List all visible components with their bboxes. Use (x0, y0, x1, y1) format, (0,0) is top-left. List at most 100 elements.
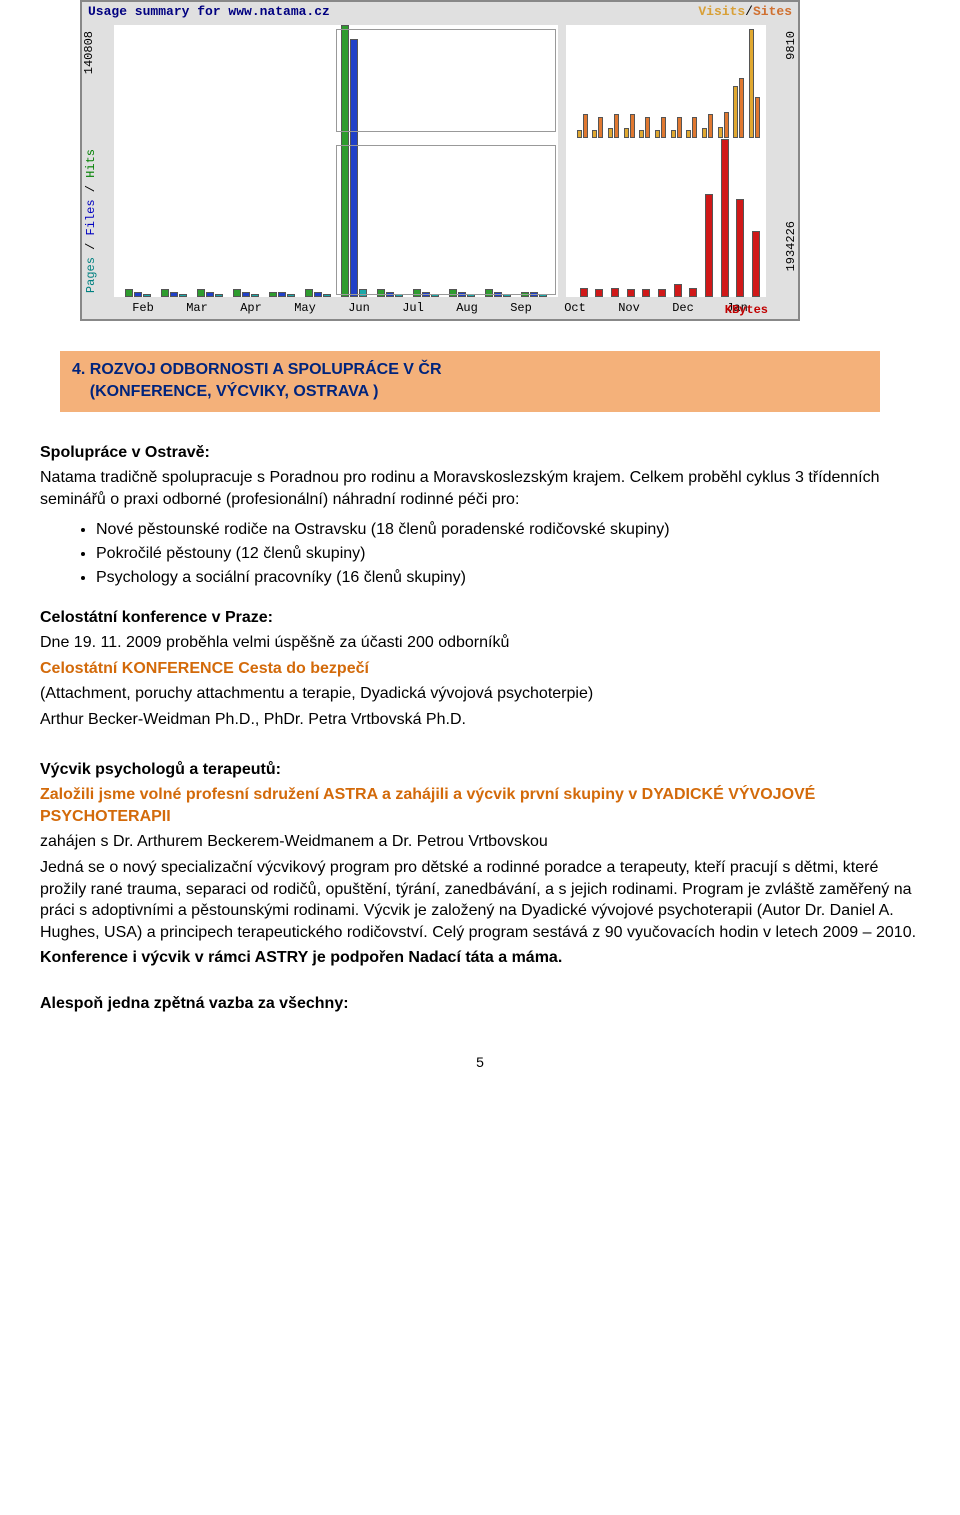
legend-sep: / (745, 4, 753, 19)
y-left-sep2: / (84, 178, 98, 200)
bar-group-right (666, 25, 682, 297)
plot-area-left (114, 25, 558, 297)
bar-kbytes (627, 289, 635, 297)
bar-hits (161, 289, 169, 297)
ostrava-bullets: Nové pěstounské rodiče na Ostravsku (18 … (40, 521, 920, 587)
legend-visits: Visits (698, 4, 745, 19)
vycvik-heading: Výcvik psychologů a terapeutů: (40, 759, 920, 781)
x-tick: Aug (440, 301, 494, 315)
vycvik-orange1: Založili jsme volné profesní sdružení AS… (40, 784, 920, 827)
bar-files (314, 292, 322, 297)
bar-kbytes (580, 288, 588, 297)
bar-files (134, 292, 142, 297)
bar-kbytes (736, 199, 744, 297)
bar-hits (125, 289, 133, 297)
bar-visits (733, 86, 738, 138)
x-tick: Jun (332, 301, 386, 315)
bar-hits (269, 292, 277, 297)
x-tick: Sep (494, 301, 548, 315)
bar-hits (233, 289, 241, 297)
bar-kbytes (674, 284, 682, 297)
bar-group (192, 25, 228, 297)
x-tick: Nov (602, 301, 656, 315)
bar-visits (577, 130, 582, 139)
ostrava-intro: Natama tradičně spolupracuje s Poradnou … (40, 467, 920, 510)
bar-kbytes (595, 289, 603, 297)
bar-pages (215, 294, 223, 297)
kbytes-label: KBytes (725, 303, 768, 317)
bar-group-right (650, 25, 666, 297)
bar-visits (686, 130, 691, 139)
x-tick: Oct (548, 301, 602, 315)
y-left-sep1: / (84, 235, 98, 257)
section-line2: (KONFERENCE, VÝCVIKY, OSTRAVA ) (90, 383, 379, 400)
konf-heading: Celostátní konference v Praze: (40, 607, 920, 629)
y-left-labels: Pages / Files / Hits (84, 149, 98, 293)
bar-hits (197, 289, 205, 297)
bar-group (120, 25, 156, 297)
konf-line2: (Attachment, poruchy attachmentu a terap… (40, 683, 920, 705)
x-tick: Dec (656, 301, 710, 315)
bar-visits (655, 130, 660, 139)
bar-kbytes (752, 231, 760, 297)
x-axis: FebMarAprMayJunJulAugSepOctNovDecJan (82, 301, 798, 319)
x-tick: Apr (224, 301, 278, 315)
bar-visits (702, 128, 707, 138)
plot-box-lower (336, 145, 556, 295)
y-left-files: Files (84, 199, 98, 235)
bar-visits (592, 130, 597, 139)
bar-group (228, 25, 264, 297)
bar-group (264, 25, 300, 297)
page-number: 5 (40, 1054, 920, 1070)
section-num: 4. (72, 361, 85, 378)
y-left-pages: Pages (84, 257, 98, 293)
y-left-max: 140808 (82, 31, 96, 74)
bar-visits (624, 128, 629, 138)
document-body: Spolupráce v Ostravě: Natama tradičně sp… (40, 442, 920, 1071)
bar-pages (179, 294, 187, 297)
bar-group-right (588, 25, 604, 297)
bar-group-right (697, 25, 713, 297)
bar-group-right (603, 25, 619, 297)
vycvik-line1: zahájen s Dr. Arthurem Beckerem-Weidmane… (40, 831, 920, 853)
vycvik-bold: Konference i výcvik v rámci ASTRY je pod… (40, 947, 920, 969)
bar-group-right (619, 25, 635, 297)
bar-kbytes (658, 289, 666, 297)
bar-kbytes (642, 289, 650, 297)
bar-group-right (682, 25, 698, 297)
bar-hits (305, 289, 313, 297)
bar-files (242, 292, 250, 297)
bar-kbytes (721, 139, 729, 297)
feedback-heading: Alespoň jedna zpětná vazba za všechny: (40, 993, 920, 1015)
bar-pages (323, 294, 331, 297)
y-axis-left: 140808 Pages / Files / Hits (82, 21, 110, 301)
bar-visits (639, 130, 644, 139)
chart-header: Usage summary for www.natama.cz Visits/S… (82, 2, 798, 21)
y-right-bottom: 1934226 (784, 221, 798, 271)
usage-chart: Usage summary for www.natama.cz Visits/S… (80, 0, 800, 321)
bar-pages (143, 294, 151, 297)
bar-group-right (713, 25, 729, 297)
plot-box-upper (336, 29, 556, 132)
bar-group-right (744, 25, 760, 297)
konf-orange: Celostátní KONFERENCE Cesta do bezpečí (40, 658, 920, 680)
bar-visits (749, 29, 754, 138)
bar-files (206, 292, 214, 297)
plot-area-right (566, 25, 766, 297)
bullet-item: Pokročilé pěstouny (12 členů skupiny) (96, 545, 920, 563)
y-right-top: 9810 (784, 31, 798, 60)
y-axis-right: 9810 1934226 (770, 21, 798, 301)
bar-visits (718, 127, 723, 138)
bar-group (156, 25, 192, 297)
bar-kbytes (705, 194, 713, 297)
legend-sites: Sites (753, 4, 792, 19)
konf-line3: Arthur Becker-Weidman Ph.D., PhDr. Petra… (40, 709, 920, 731)
konf-line1: Dne 19. 11. 2009 proběhla velmi úspěšně … (40, 632, 920, 654)
bar-files (278, 292, 286, 297)
x-tick: May (278, 301, 332, 315)
chart-title: Usage summary for www.natama.cz (88, 4, 330, 19)
bar-group-right (572, 25, 588, 297)
bar-group-right (729, 25, 745, 297)
x-tick: Jul (386, 301, 440, 315)
section-line1: ROZVOJ ODBORNOSTI A SPOLUPRÁCE V ČR (90, 361, 442, 378)
